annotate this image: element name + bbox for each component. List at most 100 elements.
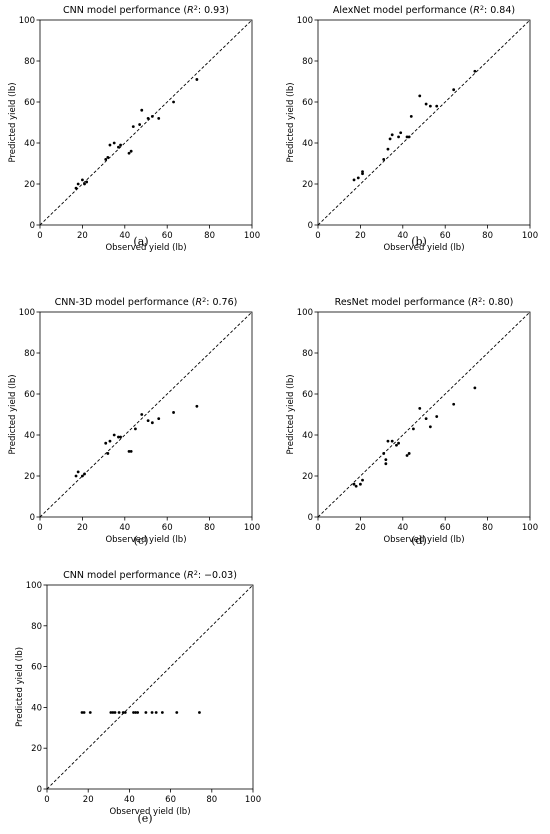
data-point bbox=[127, 151, 131, 155]
plot-frame bbox=[317, 311, 531, 518]
y-tick-label: 60 bbox=[302, 390, 313, 400]
data-point bbox=[361, 172, 364, 176]
data-point bbox=[154, 711, 158, 714]
chart-title: AlexNet model performance (R2: 0.84) bbox=[333, 4, 515, 16]
x-axis-label: Observed yield (lb) bbox=[105, 243, 186, 253]
data-point bbox=[418, 94, 422, 98]
data-point bbox=[140, 108, 144, 112]
data-point bbox=[395, 443, 398, 447]
reference-line bbox=[317, 19, 531, 226]
y-tick-label: 80 bbox=[31, 622, 42, 632]
y-tick-label: 0 bbox=[30, 513, 35, 523]
x-tick-label: 40 bbox=[119, 523, 130, 533]
panel-label: (b) bbox=[411, 235, 427, 248]
data-point bbox=[144, 711, 148, 714]
data-point bbox=[198, 711, 201, 714]
data-point bbox=[175, 711, 179, 714]
x-tick-label: 60 bbox=[440, 523, 451, 533]
data-point bbox=[106, 452, 110, 455]
x-tick-label: 20 bbox=[355, 523, 366, 533]
x-axis-label: Observed yield (lb) bbox=[383, 243, 464, 253]
x-tick-label: 60 bbox=[440, 231, 451, 241]
y-tick-label: 0 bbox=[308, 221, 313, 231]
x-tick-label: 100 bbox=[522, 231, 538, 241]
y-tick-label: 20 bbox=[24, 180, 35, 190]
x-tick-label: 60 bbox=[162, 231, 173, 241]
data-point bbox=[407, 135, 411, 139]
data-point bbox=[354, 484, 358, 488]
x-tick-label: 40 bbox=[397, 523, 408, 533]
data-point bbox=[356, 176, 360, 180]
data-point bbox=[382, 452, 386, 455]
chart-title-r: R bbox=[195, 297, 202, 308]
data-point bbox=[160, 711, 164, 714]
data-point bbox=[74, 186, 78, 190]
data-point bbox=[131, 125, 135, 128]
data-point bbox=[435, 415, 439, 418]
data-point bbox=[157, 417, 161, 420]
y-tick-label: 0 bbox=[30, 221, 35, 231]
chart-panel-e: 00 20 20 40 40 60 60 80 80 100 100 CNN model perfor… bbox=[15, 569, 261, 825]
data-point bbox=[108, 439, 112, 443]
data-point bbox=[82, 711, 86, 714]
y-tick-label: 80 bbox=[24, 349, 35, 359]
data-point bbox=[172, 100, 175, 104]
data-point bbox=[352, 178, 356, 182]
chart-panel-c: 00 20 20 40 40 60 60 80 80 100 100 CNN-3D model per… bbox=[8, 296, 260, 547]
data-point bbox=[119, 435, 122, 439]
data-point bbox=[407, 452, 411, 455]
y-tick-label: 20 bbox=[302, 472, 313, 482]
data-point bbox=[134, 427, 137, 431]
y-axis-label: Predicted yield (lb) bbox=[15, 647, 25, 727]
data-point bbox=[384, 462, 388, 466]
x-tick-label: 20 bbox=[83, 795, 94, 805]
x-tick-label: 100 bbox=[245, 795, 261, 805]
reference-line bbox=[39, 19, 253, 226]
panel-label: (d) bbox=[411, 534, 427, 547]
chart-title-suffix: : 0.80) bbox=[482, 297, 513, 308]
y-tick-label: 100 bbox=[297, 16, 313, 26]
plot-frame bbox=[46, 584, 254, 790]
x-tick-label: 0 bbox=[37, 523, 42, 533]
y-tick-label: 100 bbox=[19, 16, 35, 26]
data-point bbox=[146, 419, 150, 423]
x-axis-label: Observed yield (lb) bbox=[105, 535, 186, 545]
chart-title-superscript: 2 bbox=[480, 4, 484, 12]
data-point bbox=[74, 474, 78, 478]
y-axis-label: Predicted yield (lb) bbox=[286, 82, 296, 162]
x-tick-label: 20 bbox=[77, 523, 88, 533]
data-point bbox=[106, 155, 110, 159]
chart-title-suffix: : −0.03) bbox=[198, 570, 237, 581]
data-point bbox=[129, 450, 133, 453]
data-point bbox=[397, 135, 400, 139]
panel-label: (e) bbox=[137, 812, 152, 825]
data-point bbox=[129, 149, 133, 153]
y-tick-label: 0 bbox=[37, 785, 42, 795]
data-point bbox=[140, 413, 144, 416]
data-point bbox=[473, 69, 477, 73]
chart-title-r: R bbox=[187, 5, 194, 16]
chart-title: CNN model performance (R2: −0.03) bbox=[63, 569, 237, 581]
chart-panel-b: 00 20 20 40 40 60 60 80 80 100 100 AlexNet model pe… bbox=[286, 4, 538, 253]
data-point bbox=[386, 439, 390, 443]
data-point bbox=[361, 170, 364, 174]
data-point bbox=[384, 458, 388, 461]
chart-title-prefix: AlexNet model performance ( bbox=[333, 5, 473, 16]
y-tick-label: 20 bbox=[302, 180, 313, 190]
x-tick-label: 80 bbox=[204, 523, 215, 533]
data-point bbox=[150, 711, 154, 714]
data-point bbox=[104, 441, 108, 445]
y-tick-label: 0 bbox=[308, 513, 313, 523]
x-tick-label: 80 bbox=[204, 231, 215, 241]
y-tick-label: 20 bbox=[24, 472, 35, 482]
data-point bbox=[76, 182, 80, 186]
data-point bbox=[104, 158, 108, 161]
plot-frame bbox=[39, 311, 253, 518]
data-point bbox=[359, 482, 362, 486]
data-point bbox=[405, 454, 409, 457]
data-point bbox=[397, 441, 400, 445]
chart-title: CNN model performance (R2: 0.93) bbox=[63, 4, 229, 16]
data-point bbox=[81, 178, 84, 182]
data-point bbox=[412, 427, 415, 431]
x-tick-label: 40 bbox=[124, 795, 135, 805]
